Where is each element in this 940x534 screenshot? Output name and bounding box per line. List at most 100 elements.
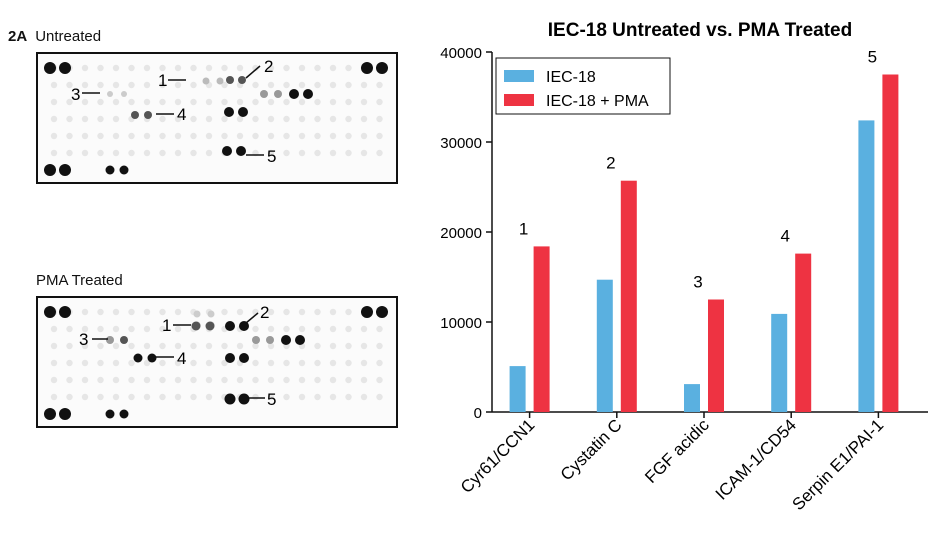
blot-spot-faint xyxy=(360,149,368,157)
x-tick-label: Serpin E1/PAI-1 xyxy=(788,415,887,514)
blot-spot-faint xyxy=(345,98,352,106)
blot-spot-faint xyxy=(143,81,151,89)
blot-spot-faint xyxy=(221,98,228,106)
blot-spot-faint xyxy=(314,359,321,367)
blot-spot-faint xyxy=(66,115,73,123)
untreated-blot-image xyxy=(36,52,398,184)
blot-spot-faint xyxy=(112,359,120,367)
blot-spot-faint xyxy=(283,81,290,89)
bar-iec18-pma xyxy=(795,253,812,412)
blot-spot-faint xyxy=(267,308,275,316)
blot-spot-faint xyxy=(298,81,306,89)
blot-spot-faint xyxy=(50,359,58,367)
blot-spot-faint xyxy=(376,376,383,384)
blot-spot xyxy=(361,306,373,318)
bar-number-label: 5 xyxy=(868,48,877,67)
bar-iec18-pma xyxy=(620,180,637,412)
blot-spot-faint xyxy=(252,64,259,72)
blot-spot xyxy=(191,321,201,331)
blot-spot-faint xyxy=(314,393,321,401)
blot-spot xyxy=(226,76,234,84)
blot-spot-faint xyxy=(112,98,120,106)
blot-spot-faint xyxy=(128,64,135,72)
blot-spot xyxy=(239,321,249,331)
blot-spot-faint xyxy=(50,376,58,384)
blot-spot-faint xyxy=(50,342,58,350)
blot-spot-faint xyxy=(112,393,120,401)
figure-label: 2A xyxy=(8,28,28,45)
blot-spot-faint xyxy=(236,98,244,106)
blot-spot-faint xyxy=(50,115,58,123)
blot-spot-faint xyxy=(174,325,182,333)
blot-spot-faint xyxy=(329,359,337,367)
blot-spot-faint xyxy=(314,132,321,140)
blot-spot-faint xyxy=(81,308,89,316)
chart-bars: 1 2 3 4 5 xyxy=(509,48,899,413)
blot-spot-faint xyxy=(174,98,182,106)
blot-spot xyxy=(59,164,71,176)
blot-spot-faint xyxy=(50,393,58,401)
blot-spot-faint xyxy=(81,342,89,350)
blot-spot-faint xyxy=(252,325,259,333)
blot-spot xyxy=(106,336,114,344)
blot-spot-faint xyxy=(128,149,135,157)
y-tick-label: 0 xyxy=(474,405,482,422)
blot-spot xyxy=(119,409,129,419)
blot-spot-faint xyxy=(112,342,120,350)
blot-spot-faint xyxy=(298,308,306,316)
blot-spot-faint xyxy=(205,149,213,157)
blot-spot xyxy=(239,353,249,363)
blot-spot-faint xyxy=(205,98,213,106)
blot-spot-faint xyxy=(221,376,228,384)
blot-spot-faint xyxy=(252,98,259,106)
blot-spot-faint xyxy=(112,81,120,89)
blot-spot-faint xyxy=(298,98,306,106)
blot-spot-faint xyxy=(50,149,58,157)
blot-spot xyxy=(120,336,128,344)
bar-iec18 xyxy=(858,120,875,413)
blot-spot-faint xyxy=(314,64,321,72)
blot-spot-faint xyxy=(174,81,182,89)
blot-spot-faint xyxy=(345,359,352,367)
blot-spot-faint xyxy=(252,132,259,140)
blot-spot-faint xyxy=(298,149,306,157)
blot-spot-faint xyxy=(298,115,306,123)
blot-spot-faint xyxy=(283,393,290,401)
blot-spot xyxy=(238,393,250,405)
y-tick-label: 30000 xyxy=(440,135,482,152)
blot-spot-faint xyxy=(283,64,290,72)
blot-spot-faint xyxy=(314,81,321,89)
blot-spot-faint xyxy=(329,149,337,157)
blot-spot-faint xyxy=(81,393,89,401)
blot-spot-faint xyxy=(97,64,104,72)
blot-spot-faint xyxy=(376,149,383,157)
blot-spot-faint xyxy=(81,132,89,140)
blot-spot-faint xyxy=(159,393,166,401)
untreated-blot-spots xyxy=(44,62,388,176)
blot-spot-faint xyxy=(143,393,151,401)
y-tick-label: 20000 xyxy=(440,225,482,242)
blot-spot-faint xyxy=(283,376,290,384)
blot-spot xyxy=(252,336,260,344)
x-tick-label: FGF acidic xyxy=(641,415,713,487)
blot-spot-faint xyxy=(252,359,259,367)
blot-spot-faint xyxy=(345,132,352,140)
legend-swatch xyxy=(504,94,534,106)
blot-spot-faint xyxy=(252,376,259,384)
blot-spot xyxy=(216,77,224,85)
blot-spot-faint xyxy=(128,132,135,140)
blot-spot-faint xyxy=(376,393,383,401)
blot-spot-faint xyxy=(81,98,89,106)
blot-spot xyxy=(224,393,236,405)
blot-spot-faint xyxy=(97,393,104,401)
bar-number-label: 3 xyxy=(693,273,702,292)
blot-spot-faint xyxy=(97,115,104,123)
blot-spot-faint xyxy=(298,325,306,333)
blot-spot xyxy=(225,321,235,331)
blot-spot-faint xyxy=(159,325,166,333)
blot-spot-faint xyxy=(143,342,151,350)
blot-spot xyxy=(59,408,71,420)
blot-spot-faint xyxy=(329,308,337,316)
blot-spot-faint xyxy=(205,359,213,367)
blot-spot-faint xyxy=(81,359,89,367)
